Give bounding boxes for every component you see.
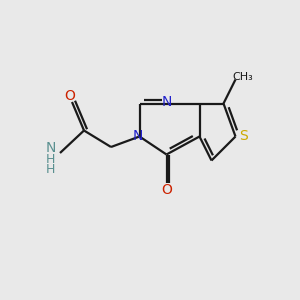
Text: N: N	[45, 142, 56, 155]
Text: CH₃: CH₃	[232, 72, 254, 82]
Text: N: N	[161, 95, 172, 109]
Text: H: H	[46, 163, 55, 176]
Text: O: O	[64, 89, 75, 103]
Text: S: S	[239, 130, 248, 143]
Text: N: N	[133, 130, 143, 143]
Text: O: O	[161, 183, 172, 196]
Text: H: H	[46, 153, 55, 166]
